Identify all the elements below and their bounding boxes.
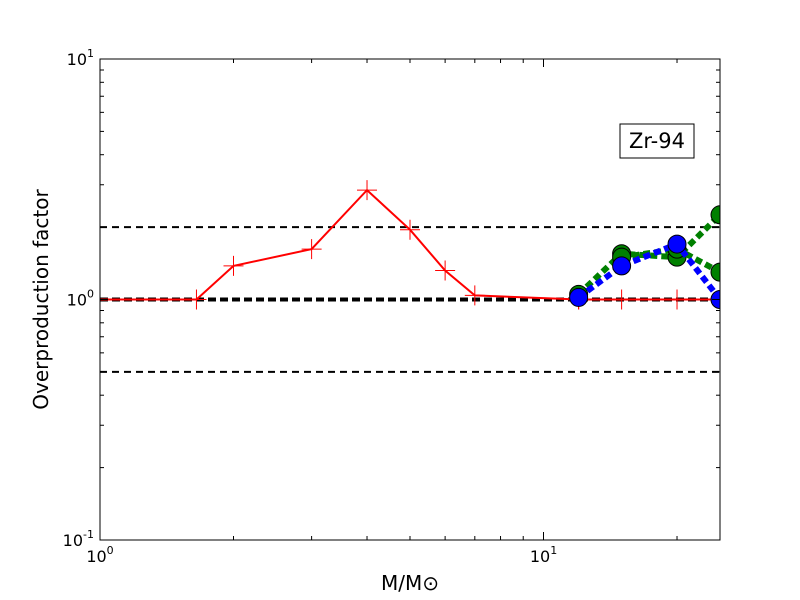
series-5-point-1: [569, 287, 589, 307]
x-tick-label-1: 100: [86, 544, 113, 566]
series-3-point-4: [710, 205, 720, 225]
series-5: [569, 234, 720, 309]
series-1-point-5: [357, 180, 378, 201]
series-3-line: [576, 212, 720, 297]
series-1-point-6: [400, 219, 420, 240]
series-5-point-2: [612, 256, 632, 276]
series-2-point-2: [611, 289, 632, 310]
series-1: [100, 180, 589, 310]
y-tick-label-3: 101: [67, 47, 94, 69]
series-1-point-8: [464, 285, 485, 306]
x-tick-label-2: 101: [530, 544, 557, 566]
y-tick-label-2: 100: [67, 288, 94, 310]
series-1-point-4: [301, 239, 322, 260]
series-2-point-3: [667, 289, 688, 310]
series-2: [568, 289, 720, 310]
series-1-point-3: [223, 255, 244, 276]
series-1-point-2: [186, 289, 207, 310]
series-1-line: [100, 188, 579, 301]
y-axis-label: Overproduction factor: [29, 189, 53, 410]
y-tick-label-1: 10-1: [63, 528, 94, 550]
annotation-text: Zr-94: [629, 129, 685, 153]
series-5-point-3: [667, 234, 687, 254]
annotation-box: Zr-94: [619, 123, 695, 159]
series-1-point-7: [435, 260, 456, 281]
x-axis-label: M/M⊙: [381, 571, 439, 595]
series-4-point-3: [710, 262, 720, 282]
series-5-line: [576, 240, 720, 302]
